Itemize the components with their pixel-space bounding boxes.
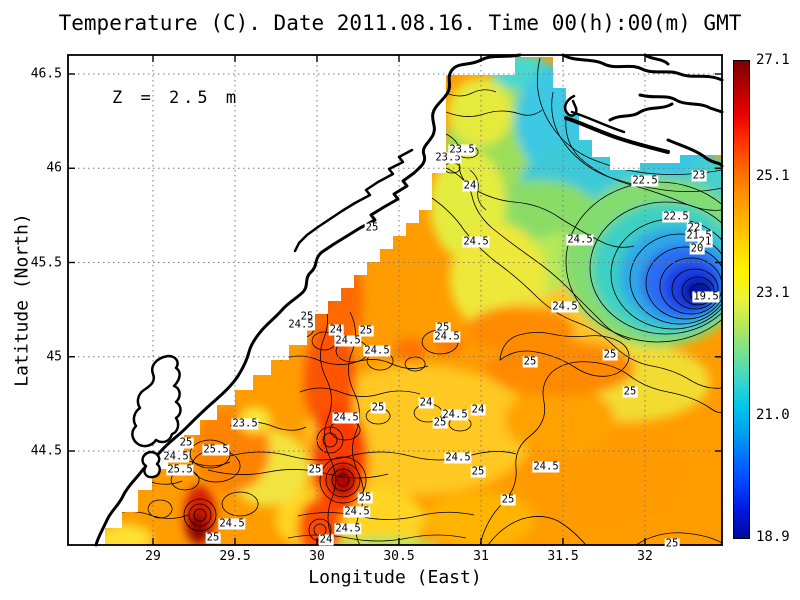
contour-label: 25 bbox=[178, 436, 194, 449]
contour-label: 25 bbox=[357, 491, 373, 504]
contour-label: 25 bbox=[370, 401, 386, 414]
y-tick-label: 45 bbox=[46, 349, 62, 365]
contour-label: 24.5 bbox=[444, 451, 472, 464]
contour-label: 24.5 bbox=[332, 411, 360, 424]
contour-label: 24.5 bbox=[566, 233, 594, 246]
contour-label: 23 bbox=[691, 169, 707, 182]
contour-label: 22.5 bbox=[631, 174, 659, 187]
contour-label: 25 bbox=[522, 355, 538, 368]
contour-label: 24.5 bbox=[287, 318, 315, 331]
contour-label: 24 bbox=[462, 179, 478, 192]
colorbar-tick-label: 27.1 bbox=[756, 52, 790, 68]
contour-label: 24.5 bbox=[462, 235, 490, 248]
contour-label: 25 bbox=[602, 348, 618, 361]
temperature-field bbox=[105, 57, 722, 545]
contour-label: 25.5 bbox=[202, 443, 230, 456]
coastline bbox=[94, 53, 724, 547]
contour-label: 24 bbox=[318, 533, 334, 546]
contour-label: 23.5 bbox=[231, 417, 259, 430]
contour-label: 19.5 bbox=[692, 290, 720, 303]
x-tick-label: 29.5 bbox=[219, 549, 251, 564]
contour-label: 25 bbox=[432, 416, 448, 429]
contour-label: 21.5 bbox=[685, 229, 713, 242]
contour-label: 22 bbox=[686, 221, 702, 234]
contour-label: 25 bbox=[622, 385, 638, 398]
contour-label: 24.5 bbox=[218, 517, 246, 530]
contour-label: 25 bbox=[470, 465, 486, 478]
contour-label: 24 bbox=[328, 323, 344, 336]
contour-label: 25.5 bbox=[166, 463, 194, 476]
contour-label: 24.5 bbox=[433, 330, 461, 343]
colorbar-tick-label: 21.0 bbox=[756, 406, 790, 423]
contour-label: 24.5 bbox=[363, 344, 391, 357]
colorbar-tick-label: 25.1 bbox=[756, 168, 790, 185]
colorbar-tick-label: 18.9 bbox=[756, 529, 790, 545]
contour-label: 24 bbox=[470, 403, 486, 416]
axis-ticks bbox=[68, 55, 722, 545]
y-tick-label: 46 bbox=[46, 160, 62, 176]
plot-frame bbox=[67, 54, 723, 546]
y-tick-label: 45.5 bbox=[30, 255, 62, 270]
contour-label: 25 bbox=[358, 324, 374, 337]
y-tick-label: 44.5 bbox=[30, 443, 62, 459]
y-tick-label: 46.5 bbox=[30, 66, 62, 82]
contour-label: 25 bbox=[307, 463, 323, 476]
contour-label: 21 bbox=[697, 235, 713, 248]
x-axis-label: Longitude (East) bbox=[308, 567, 482, 588]
contour-label: 24 bbox=[418, 396, 434, 409]
contour-label: 22.5 bbox=[662, 210, 690, 223]
x-tick-label: 30.5 bbox=[383, 549, 415, 564]
contour-label: 25 bbox=[500, 493, 516, 506]
colorbar-tick-label: 23.1 bbox=[756, 284, 790, 301]
x-tick-label: 29 bbox=[145, 549, 161, 564]
contour-label: 25 bbox=[664, 537, 680, 550]
contour-label: 25 bbox=[435, 321, 451, 334]
contour-label: 24.5 bbox=[334, 522, 362, 535]
contour-label: 23.5 bbox=[448, 143, 476, 156]
contour-label: 24.5 bbox=[532, 460, 560, 473]
contour-label: 24.5 bbox=[162, 450, 190, 463]
colorbar bbox=[733, 60, 750, 539]
x-tick-label: 31 bbox=[473, 549, 489, 564]
depth-annotation: Z = 2.5 m bbox=[112, 88, 241, 108]
contour-label: 20 bbox=[689, 242, 705, 255]
x-tick-label: 30 bbox=[309, 549, 325, 564]
y-axis-label: Latitude (North) bbox=[11, 213, 33, 387]
contour-label: 25 bbox=[364, 221, 380, 234]
contour-label: 24.5 bbox=[551, 300, 579, 313]
contour-label: 24.5 bbox=[441, 408, 469, 421]
x-tick-label: 31.5 bbox=[547, 549, 579, 564]
contour-label: 23.5 bbox=[434, 151, 462, 164]
contour-label: 25 bbox=[299, 310, 315, 323]
contour-label: 24.5 bbox=[343, 505, 371, 518]
x-tick-label: 32 bbox=[637, 549, 653, 564]
contour-label: 25 bbox=[205, 531, 221, 544]
contour-label: 24.5 bbox=[334, 334, 362, 347]
plot-title: Temperature (C). Date 2011.08.16. Time 0… bbox=[58, 11, 742, 35]
